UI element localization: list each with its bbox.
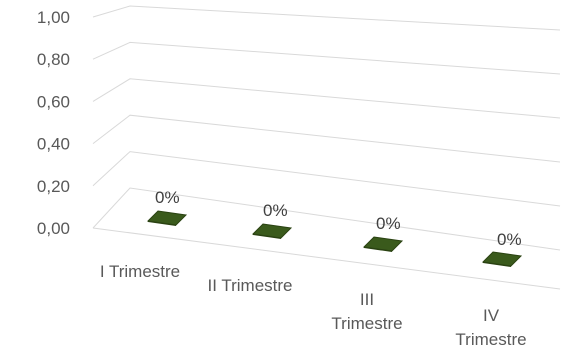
gridline — [92, 114, 561, 163]
data-label: 0% — [263, 201, 288, 220]
bar — [481, 251, 523, 267]
bar — [362, 236, 404, 252]
gridline — [92, 5, 561, 31]
y-tick-label: 0,20 — [37, 177, 70, 196]
gridline — [92, 151, 561, 207]
x-tick-label: II Trimestre — [207, 276, 292, 295]
y-axis-tick-labels: 0,00 0,20 0,40 0,60 0,80 1,00 — [37, 8, 70, 238]
bar-front-face — [364, 247, 392, 252]
bar — [251, 223, 293, 239]
gridline — [92, 78, 561, 119]
y-tick-label: 0,00 — [37, 219, 70, 238]
x-tick-label: I Trimestre — [100, 262, 180, 281]
y-tick-label: 0,60 — [37, 92, 70, 111]
x-tick-label: IV Trimestre — [455, 306, 526, 349]
y-tick-label: 0,40 — [37, 135, 70, 154]
bar-front-face — [483, 262, 511, 267]
y-tick-label: 1,00 — [37, 8, 70, 27]
data-labels: 0% 0% 0% 0% — [155, 188, 522, 249]
bar-front-face — [253, 234, 281, 239]
x-tick-label: III Trimestre — [331, 290, 402, 333]
gridlines — [92, 5, 561, 290]
bar-front-face — [148, 221, 176, 226]
gridline — [92, 187, 561, 251]
x-axis-tick-labels: I Trimestre II Trimestre III Trimestre IV Tri… — [100, 262, 527, 349]
bars — [146, 210, 523, 267]
data-label: 0% — [376, 214, 401, 233]
gridline — [92, 41, 561, 75]
bar — [146, 210, 188, 226]
floor-front-edge — [92, 227, 561, 290]
data-label: 0% — [155, 188, 180, 207]
data-label: 0% — [497, 230, 522, 249]
y-tick-label: 0,80 — [37, 50, 70, 69]
